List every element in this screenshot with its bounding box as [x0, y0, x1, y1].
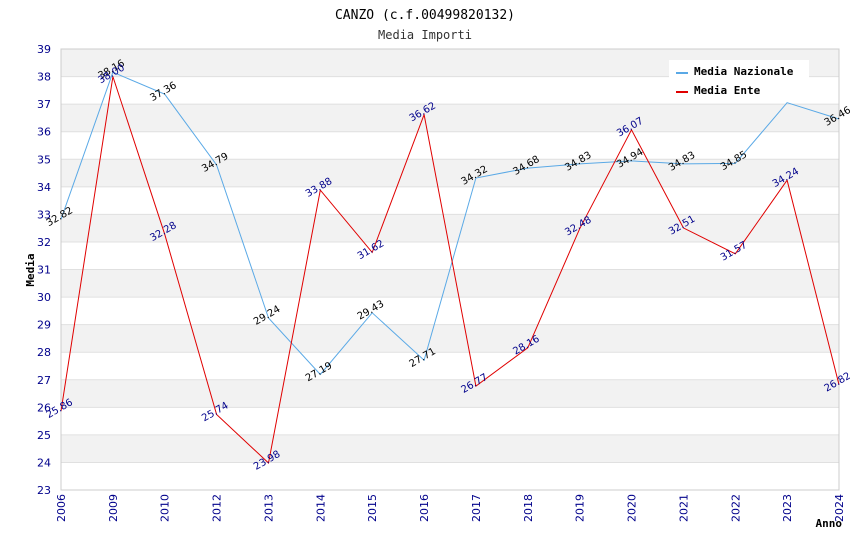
y-tick-label: 23: [37, 484, 51, 497]
y-tick-label: 32: [37, 236, 51, 249]
chart-title: CANZO (c.f.00499820132): [335, 8, 515, 23]
y-axis-ticks: 23 24 25 26 27 28 29 30 31 32 33 34 35 36 37 38 39: [37, 43, 51, 497]
grid-band: [61, 462, 839, 490]
y-tick-label: 37: [37, 98, 51, 111]
y-tick-label: 33: [37, 208, 51, 221]
grid-band: [61, 186, 839, 215]
y-tick-label: 26: [37, 401, 51, 414]
y-tick-label: 24: [37, 456, 51, 469]
y-tick-label: 34: [37, 181, 51, 194]
grid-band: [61, 379, 839, 408]
chart-subtitle: Media Importi: [378, 28, 472, 42]
x-axis-ticks: 2006 2009 2010 2012 2013 2014 2015 2016 2017 2018…: [55, 494, 846, 522]
x-tick-label: 2014: [314, 494, 327, 522]
grid-band: [61, 297, 839, 325]
grid-band: [61, 241, 839, 270]
x-tick-label: 2009: [107, 494, 120, 522]
y-tick-label: 30: [37, 291, 51, 304]
grid-band: [61, 324, 839, 353]
x-tick-label: 2013: [262, 494, 275, 522]
y-tick-label: 36: [37, 126, 51, 139]
grid-band: [61, 131, 839, 160]
x-tick-label: 2022: [729, 494, 742, 522]
y-tick-label: 27: [37, 374, 51, 387]
x-tick-label: 2016: [418, 494, 431, 522]
y-tick-label: 29: [37, 319, 51, 332]
x-tick-label: 2018: [522, 494, 535, 522]
series-layer: [60, 71, 840, 464]
x-axis-label: Anno: [816, 517, 843, 530]
grid-band: [61, 407, 839, 435]
grid-band: [61, 104, 839, 132]
y-tick-label: 31: [37, 264, 51, 277]
grid-band: [61, 214, 839, 242]
x-tick-label: 2015: [366, 494, 379, 522]
grid-band: [61, 269, 839, 298]
x-tick-label: 2020: [626, 494, 639, 522]
legend-box: [669, 60, 809, 102]
y-axis-label: Media: [24, 253, 37, 286]
x-tick-label: 2023: [781, 494, 794, 522]
x-tick-label: 2010: [159, 494, 172, 522]
legend-label-media-ente: Media Ente: [694, 84, 761, 97]
grid-band: [61, 434, 839, 463]
series-line-media-nazionale: [60, 71, 840, 376]
x-tick-label: 2021: [677, 494, 690, 522]
x-tick-label: 2019: [574, 494, 587, 522]
grid-bands: [61, 49, 839, 490]
x-tick-label: 2006: [55, 494, 68, 522]
x-tick-label: 2012: [211, 494, 224, 522]
y-tick-label: 38: [37, 71, 51, 84]
series-line-media-ente: [60, 76, 840, 464]
y-tick-label: 35: [37, 153, 51, 166]
grid-band: [61, 352, 839, 380]
legend: Media Nazionale Media Ente: [669, 60, 809, 102]
x-tick-label: 2017: [470, 494, 483, 522]
y-tick-label: 39: [37, 43, 51, 56]
y-tick-label: 25: [37, 429, 51, 442]
x-tick-label: 2024: [833, 494, 846, 522]
plot-area-border: [60, 48, 840, 491]
y-tick-label: 28: [37, 346, 51, 359]
legend-label-media-nazionale: Media Nazionale: [694, 65, 794, 78]
